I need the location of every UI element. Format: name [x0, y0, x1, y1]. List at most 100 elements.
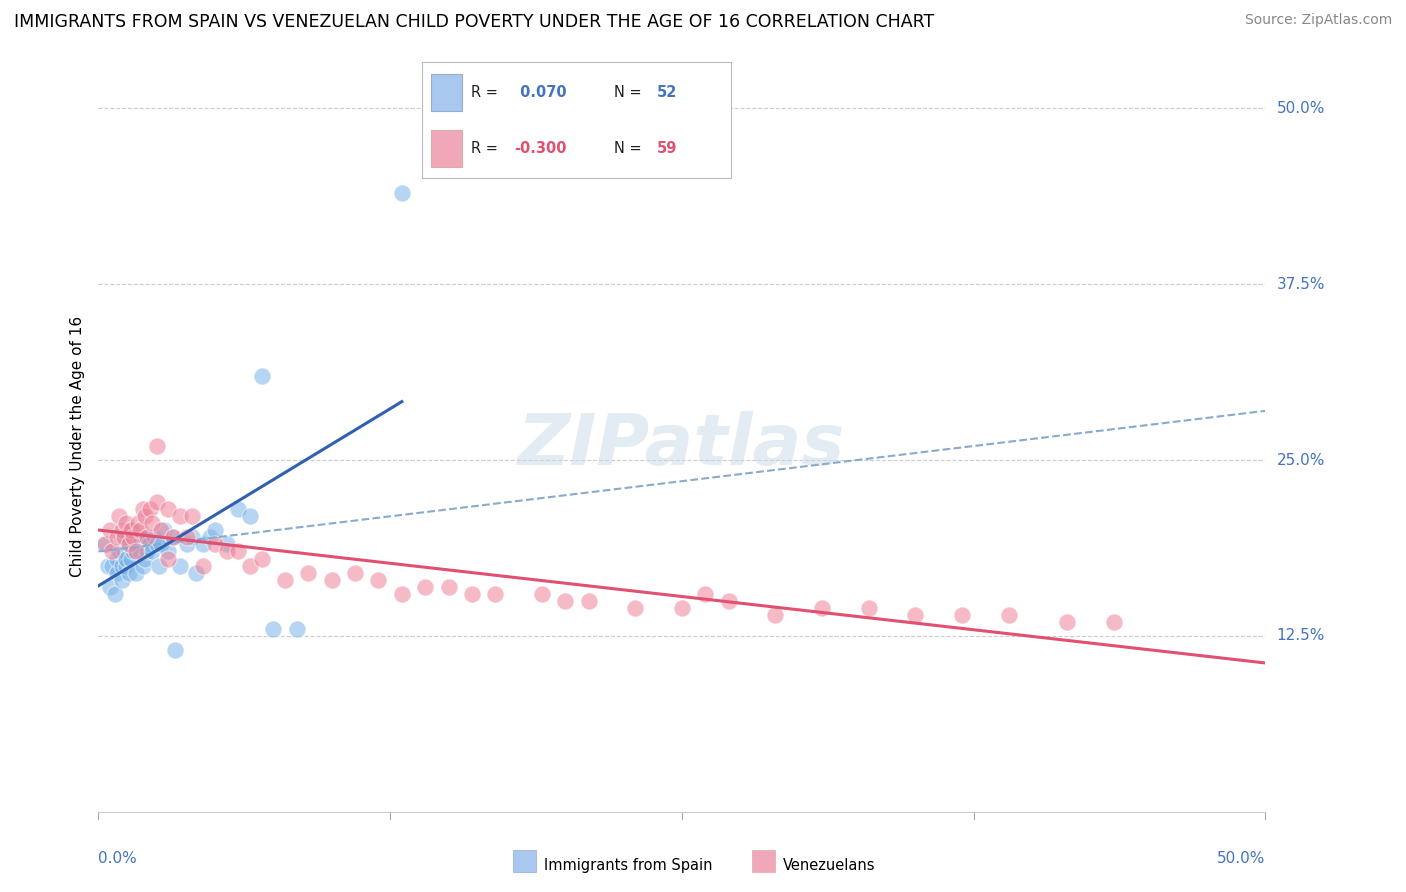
Point — [176, 537, 198, 551]
Point — [262, 622, 284, 636]
Point — [115, 516, 138, 531]
Point — [250, 368, 273, 383]
Point — [695, 587, 717, 601]
Text: 50.0%: 50.0% — [1277, 101, 1324, 116]
Point — [111, 573, 134, 587]
Point — [578, 593, 600, 607]
Point — [186, 566, 208, 580]
Point — [285, 622, 308, 636]
Point — [122, 544, 145, 558]
FancyBboxPatch shape — [432, 74, 463, 112]
Point — [98, 524, 121, 538]
Point — [204, 537, 226, 551]
Point — [717, 593, 740, 607]
Point — [367, 573, 389, 587]
Text: IMMIGRANTS FROM SPAIN VS VENEZUELAN CHILD POVERTY UNDER THE AGE OF 16 CORRELATIO: IMMIGRANTS FROM SPAIN VS VENEZUELAN CHIL… — [14, 13, 935, 31]
Point — [115, 551, 138, 566]
Point — [215, 544, 238, 558]
Point — [141, 516, 163, 531]
Point — [146, 495, 169, 509]
Point — [157, 544, 180, 558]
Point — [134, 509, 156, 524]
Point — [127, 516, 149, 531]
Point — [997, 607, 1019, 622]
Point — [162, 530, 184, 544]
Point — [169, 558, 191, 573]
Point — [111, 530, 134, 544]
Point — [125, 544, 148, 558]
Point — [108, 509, 131, 524]
Point — [143, 530, 166, 544]
Text: 0.0%: 0.0% — [98, 851, 138, 865]
Point — [115, 558, 138, 573]
Point — [146, 537, 169, 551]
Point — [484, 587, 506, 601]
Point — [554, 593, 576, 607]
Point — [94, 537, 117, 551]
Point — [391, 587, 413, 601]
Point — [118, 537, 141, 551]
Text: ZIPatlas: ZIPatlas — [519, 411, 845, 481]
Point — [239, 509, 262, 524]
Point — [122, 524, 145, 538]
Point — [132, 502, 155, 516]
Point — [139, 537, 162, 551]
Point — [180, 509, 202, 524]
Text: 0.070: 0.070 — [515, 85, 567, 100]
Point — [120, 524, 142, 538]
Point — [129, 524, 152, 538]
Point — [120, 551, 142, 566]
Text: 52: 52 — [657, 85, 678, 100]
Point — [391, 186, 413, 200]
Point — [112, 544, 135, 558]
Point — [132, 558, 155, 573]
Point — [150, 524, 173, 538]
Point — [134, 551, 156, 566]
Point — [105, 530, 128, 544]
Point — [413, 580, 436, 594]
Point — [193, 558, 215, 573]
Text: N =: N = — [613, 85, 641, 100]
Point — [150, 537, 173, 551]
Point — [228, 544, 250, 558]
Point — [118, 566, 141, 580]
Point — [250, 551, 273, 566]
Text: Venezuelans: Venezuelans — [783, 858, 876, 872]
Point — [111, 558, 134, 573]
Point — [176, 530, 198, 544]
Y-axis label: Child Poverty Under the Age of 16: Child Poverty Under the Age of 16 — [69, 316, 84, 576]
Point — [162, 530, 184, 544]
Text: N =: N = — [613, 141, 641, 156]
Text: 12.5%: 12.5% — [1277, 628, 1324, 643]
Point — [129, 544, 152, 558]
Point — [180, 530, 202, 544]
Point — [204, 524, 226, 538]
Point — [122, 530, 145, 544]
Point — [129, 530, 152, 544]
Point — [530, 587, 553, 601]
Point — [624, 600, 647, 615]
Point — [1102, 615, 1125, 629]
Point — [200, 530, 222, 544]
Text: Immigrants from Spain: Immigrants from Spain — [544, 858, 713, 872]
Point — [94, 537, 117, 551]
Point — [157, 502, 180, 516]
Point — [157, 551, 180, 566]
Point — [134, 530, 156, 544]
Point — [111, 524, 134, 538]
Point — [101, 558, 124, 573]
Point — [125, 537, 148, 551]
Point — [858, 600, 880, 615]
Point — [127, 530, 149, 544]
Point — [125, 566, 148, 580]
Point — [148, 558, 170, 573]
Point — [228, 502, 250, 516]
Point — [671, 600, 693, 615]
Point — [105, 551, 128, 566]
Text: -0.300: -0.300 — [515, 141, 567, 156]
Point — [437, 580, 460, 594]
Text: 50.0%: 50.0% — [1218, 851, 1265, 865]
Point — [1056, 615, 1078, 629]
Text: R =: R = — [471, 141, 498, 156]
Point — [108, 544, 131, 558]
